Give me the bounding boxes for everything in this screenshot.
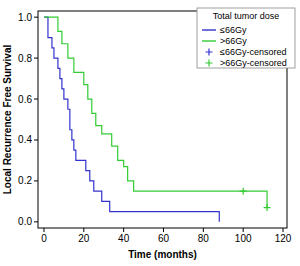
x-tick — [203, 228, 204, 232]
x-tick — [83, 228, 84, 232]
x-tick — [123, 228, 124, 232]
y-tick-label: 0.8 — [18, 53, 32, 64]
x-tick-label: 100 — [235, 233, 252, 244]
x-tick-label: 120 — [275, 233, 292, 244]
legend: Total tumor dose ≤66Gy>66Gy≤66Gy-censored… — [197, 8, 295, 68]
survival-curve — [44, 17, 267, 207]
y-tick — [34, 99, 38, 100]
legend-swatch — [206, 60, 213, 67]
legend-label: >66Gy-censored — [220, 58, 287, 68]
legend-title: Total tumor dose — [213, 11, 280, 21]
x-tick-label: 0 — [41, 233, 47, 244]
x-tick-label: 80 — [198, 233, 210, 244]
x-tick-label: 20 — [78, 233, 90, 244]
censor-mark — [240, 188, 247, 195]
x-tick — [243, 228, 244, 232]
x-tick-label: 40 — [118, 233, 130, 244]
censor-mark — [264, 204, 271, 211]
legend-swatch — [206, 49, 213, 56]
y-tick — [34, 221, 38, 222]
legend-label: >66Gy — [220, 36, 247, 46]
x-tick-label: 60 — [158, 233, 170, 244]
x-axis-label: Time (months) — [128, 249, 197, 260]
legend-swatch — [202, 29, 216, 30]
legend-label: ≤66Gy — [220, 25, 247, 35]
y-tick — [34, 180, 38, 181]
y-tick — [34, 17, 38, 18]
y-tick-label: 0.2 — [18, 175, 32, 186]
x-tick — [283, 228, 284, 232]
chart: 0.0 0.2 0.4 0.6 0.8 1.0 0 20 40 60 80 100 120 Time (m… — [0, 0, 300, 266]
x-tick — [43, 228, 44, 232]
y-tick-label: 0.0 — [18, 216, 32, 227]
legend-box — [197, 8, 295, 68]
y-tick-label: 1.0 — [18, 12, 32, 23]
y-tick-label: 0.6 — [18, 94, 32, 105]
y-tick-label: 0.4 — [18, 134, 32, 145]
x-tick — [163, 228, 164, 232]
legend-swatch — [202, 40, 216, 41]
y-axis-label: Local Recurrence Free Survival — [2, 45, 13, 195]
y-tick — [34, 58, 38, 59]
y-tick — [34, 139, 38, 140]
legend-label: ≤66Gy-censored — [220, 47, 286, 57]
